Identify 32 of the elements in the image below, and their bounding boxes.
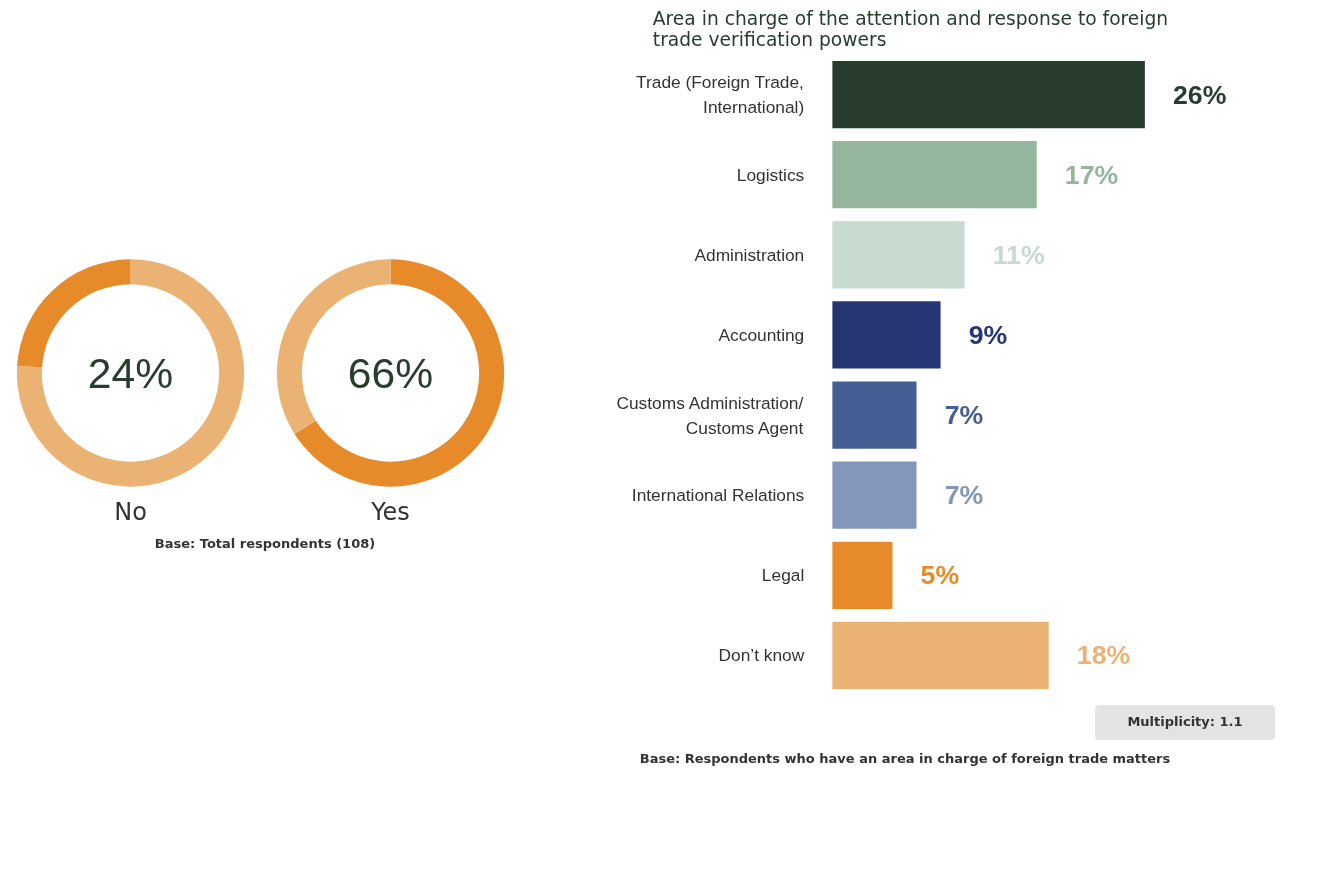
data-label: 5% xyxy=(920,560,960,591)
text: 24% xyxy=(87,349,174,397)
bar xyxy=(832,621,1049,690)
data-label: 9% xyxy=(968,319,1008,350)
bar xyxy=(832,461,917,529)
data-label: 18% xyxy=(1076,640,1131,671)
data-label: 7% xyxy=(944,480,984,511)
data-label: 17% xyxy=(1064,159,1119,190)
bar xyxy=(832,541,893,609)
text: Base: Respondents who have an area in charge of foreign trade matters xyxy=(639,749,1171,768)
y-tick-label: Legal xyxy=(761,565,805,586)
y-tick-label: Accounting xyxy=(718,324,805,345)
text: Base: Total respondents (108) xyxy=(154,535,376,553)
text: No xyxy=(114,497,147,526)
y-tick-label: International Relations xyxy=(631,485,805,506)
y-tick-label: Don’t know xyxy=(718,645,805,666)
data-label: 26% xyxy=(1173,79,1227,110)
y-tick-label: Trade (Foreign Trade, International) xyxy=(636,72,805,118)
data-label: 7% xyxy=(944,400,984,431)
y-tick-label: Customs Administration/ Customs Agent xyxy=(616,392,804,438)
text: 66% xyxy=(347,349,434,397)
bar xyxy=(832,301,941,369)
y-tick-label: Administration xyxy=(694,244,805,265)
chart-title: Area in charge of the attention and response to foreign trade verification powers xyxy=(652,7,1169,50)
text: Multiplicity: 1.1 xyxy=(1127,713,1243,731)
text: Yes xyxy=(370,497,410,526)
y-tick-label: Logistics xyxy=(736,164,805,185)
bar xyxy=(832,60,1145,129)
bar xyxy=(832,381,917,449)
bar xyxy=(832,221,965,289)
bar xyxy=(832,141,1037,209)
data-label: 11% xyxy=(992,239,1045,270)
